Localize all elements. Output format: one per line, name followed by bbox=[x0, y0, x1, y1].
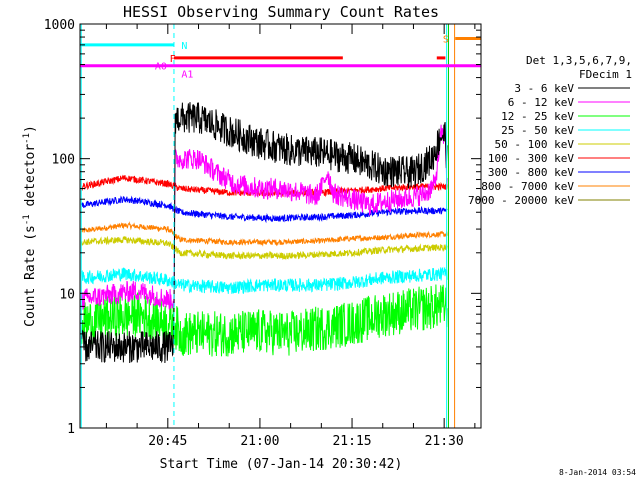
legend-header: FDecim 1 bbox=[579, 68, 632, 81]
series-line-50-100kev bbox=[81, 235, 448, 261]
status-label-f: F bbox=[170, 54, 176, 65]
y-axis-label-superscript: -1 bbox=[22, 133, 32, 144]
y-axis-label: Count Rate (s-1 detector-1) bbox=[22, 125, 38, 327]
legend-label: 300 - 800 keV bbox=[488, 166, 574, 179]
text-layer: HESSI Observing Summary Count Rates Star… bbox=[22, 3, 636, 477]
legend-label: 25 - 50 keV bbox=[501, 124, 574, 137]
chart-title: HESSI Observing Summary Count Rates bbox=[123, 3, 439, 21]
axes-frame bbox=[79, 23, 482, 429]
legend-label: 800 - 7000 keV bbox=[481, 180, 574, 193]
status-label-a0: A0 bbox=[155, 62, 167, 73]
legend-label: 6 - 12 keV bbox=[508, 96, 575, 109]
series-line-300-800kev bbox=[81, 195, 448, 224]
legend-label: 3 - 6 keV bbox=[514, 82, 574, 95]
x-axis-label: Start Time (07-Jan-14 20:30:42) bbox=[160, 457, 403, 472]
y-tick-label: 1000 bbox=[44, 18, 75, 33]
x-tick-label: 21:00 bbox=[240, 434, 279, 449]
series-line-800-7000kev bbox=[81, 221, 448, 247]
series-line-12-25kev bbox=[81, 284, 448, 357]
series-line-25-50kev bbox=[81, 266, 448, 294]
x-tick-label: 21:15 bbox=[332, 434, 371, 449]
y-tick-label: 1 bbox=[67, 422, 75, 437]
y-axis-label-superscript: -1 bbox=[22, 214, 32, 225]
legend-header: Det 1,3,5,6,7,9, bbox=[526, 54, 632, 67]
y-axis-label-text: ) bbox=[23, 125, 38, 133]
status-label-n: N bbox=[181, 41, 187, 52]
y-tick-label: 100 bbox=[52, 153, 75, 168]
series-line-3-6kev bbox=[81, 102, 448, 364]
legend-label: 12 - 25 keV bbox=[501, 110, 574, 123]
series-line-6-12kev bbox=[81, 124, 448, 311]
status-label-a1: A1 bbox=[181, 69, 193, 80]
x-tick-label: 20:45 bbox=[148, 434, 187, 449]
x-tick-label: 21:30 bbox=[425, 434, 464, 449]
y-axis-label-text: Count Rate (s bbox=[23, 225, 38, 327]
legend-label: 7000 - 20000 keV bbox=[468, 194, 574, 207]
plot-frame bbox=[79, 23, 482, 429]
footer-timestamp: 8-Jan-2014 03:54 bbox=[559, 468, 636, 477]
y-tick-label: 10 bbox=[59, 287, 75, 302]
data-layer bbox=[81, 102, 448, 364]
legend-label: 100 - 300 keV bbox=[488, 152, 574, 165]
legend-label: 50 - 100 keV bbox=[495, 138, 575, 151]
y-axis-label-text: detector bbox=[23, 144, 38, 215]
status-label-s: S bbox=[443, 35, 449, 46]
overlay-layer bbox=[80, 24, 481, 428]
